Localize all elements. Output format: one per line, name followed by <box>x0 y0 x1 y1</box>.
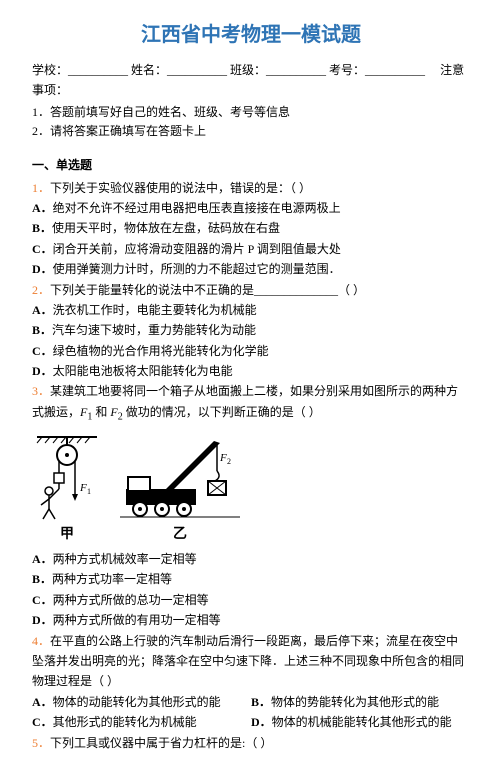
option-text: 两种方式功率一定相等 <box>52 572 172 586</box>
figure-jia: F1 甲 <box>32 431 102 547</box>
note-line: 1．答题前填写好自己的姓名、班级、考号等信息 <box>32 103 470 122</box>
option-text: 两种方式机械效率一定相等 <box>53 552 197 566</box>
figure-row: F1 甲 <box>32 431 470 547</box>
question: 1．下列关于实验仪器使用的说法中，错误的是：（ ） A．绝对不允许不经过用电器把… <box>32 178 470 280</box>
option-row: A．物体的动能转化为其他形式的能 B．物体的势能转化为其他形式的能 <box>32 692 470 712</box>
option-letter: D． <box>32 613 53 627</box>
name-field: 姓名：__________ <box>131 63 227 77</box>
option: D．太阳能电池板将太阳能转化为电能 <box>32 361 470 381</box>
option-letter: A． <box>32 303 53 317</box>
option: B．使用天平时，物体放在左盘，砝码放在右盘 <box>32 218 470 238</box>
option: A．绝对不允许不经过用电器把电压表直接接在电源两极上 <box>32 198 470 218</box>
option-letter: C． <box>32 344 53 358</box>
option-text: 洗衣机工作时，电能主要转化为机械能 <box>53 303 257 317</box>
option-letter: C． <box>32 242 53 256</box>
notes-block: 1．答题前填写好自己的姓名、班级、考号等信息 2．请将答案正确填写在答题卡上 <box>32 103 470 141</box>
option-text: 物体的动能转化为其他形式的能 <box>53 695 221 709</box>
note-line: 2．请将答案正确填写在答题卡上 <box>32 122 470 141</box>
question: 2．下列关于能量转化的说法中不正确的是______________（ ） A．洗… <box>32 280 470 382</box>
option-text: 闭合开关前，应将滑动变阻器的滑片 P 调到阻值最大处 <box>53 242 341 256</box>
option-letter: C． <box>32 593 53 607</box>
option-row: C．其他形式的能转化为机械能 D．物体的机械能能转化其他形式的能 <box>32 712 470 732</box>
option-letter: B． <box>32 323 52 337</box>
option-text: 太阳能电池板将太阳能转化为电能 <box>53 364 233 378</box>
id-field: 考号：__________ <box>329 63 425 77</box>
question-number: 5． <box>32 736 50 750</box>
option-text: 绝对不允许不经过用电器把电压表直接接在电源两极上 <box>53 201 341 215</box>
svg-text:2: 2 <box>227 457 231 466</box>
question-stem: 下列关于能量转化的说法中不正确的是______________（ ） <box>50 283 365 297</box>
option-text: 两种方式所做的总功一定相等 <box>53 593 209 607</box>
class-field: 班级：__________ <box>230 63 326 77</box>
option-letter: D． <box>32 262 53 276</box>
question-stem: 某建筑工地要将同一个箱子从地面搬上二楼，如果分别采用如图所示的两种方式搬运，F1… <box>32 384 458 418</box>
option-text: 物体的机械能能转化其他形式的能 <box>272 715 452 729</box>
option-text: 使用天平时，物体放在左盘，砝码放在右盘 <box>52 221 280 235</box>
option: B．汽车匀速下坡时，重力势能转化为动能 <box>32 320 470 340</box>
option: B．两种方式功率一定相等 <box>32 569 470 589</box>
option: C．两种方式所做的总功一定相等 <box>32 590 470 610</box>
option-letter: D． <box>251 715 272 729</box>
pulley-diagram-icon: F1 <box>32 431 102 521</box>
question-number: 1． <box>32 181 50 195</box>
question-number: 3． <box>32 384 50 398</box>
option: A．两种方式机械效率一定相等 <box>32 549 470 569</box>
figure-label: 甲 <box>32 523 102 547</box>
question-number: 2． <box>32 283 50 297</box>
option: D．物体的机械能能转化其他形式的能 <box>251 712 470 732</box>
question: 5．下列工具或仪器中属于省力杠杆的是:（ ） <box>32 733 470 753</box>
info-row: 学校：__________ 姓名：__________ 班级：_________… <box>32 60 470 101</box>
option-letter: A． <box>32 201 53 215</box>
figure-yi: F2 乙 <box>120 431 240 547</box>
option: B．物体的势能转化为其他形式的能 <box>251 692 470 712</box>
svg-text:F: F <box>79 482 87 494</box>
option: C．绿色植物的光合作用将光能转化为化学能 <box>32 341 470 361</box>
option: C．闭合开关前，应将滑动变阻器的滑片 P 调到阻值最大处 <box>32 239 470 259</box>
question-number: 4． <box>32 634 50 648</box>
option-letter: B． <box>251 695 271 709</box>
option: D．两种方式所做的有用功一定相等 <box>32 610 470 630</box>
question: 3．某建筑工地要将同一个箱子从地面搬上二楼，如果分别采用如图所示的两种方式搬运，… <box>32 381 470 630</box>
crane-diagram-icon: F2 <box>120 431 240 521</box>
option-letter: B． <box>32 221 52 235</box>
question-stem: 下列关于实验仪器使用的说法中，错误的是：（ ） <box>50 181 311 195</box>
section-heading: 一、单选题 <box>32 155 470 175</box>
option-text: 物体的势能转化为其他形式的能 <box>271 695 439 709</box>
option-text: 绿色植物的光合作用将光能转化为化学能 <box>53 344 269 358</box>
option: A．物体的动能转化为其他形式的能 <box>32 692 251 712</box>
question-stem: 在平直的公路上行驶的汽车制动后滑行一段距离，最后停下来；流星在夜空中坠落并发出明… <box>32 634 464 689</box>
svg-text:1: 1 <box>87 487 91 496</box>
question: 4．在平直的公路上行驶的汽车制动后滑行一段距离，最后停下来；流星在夜空中坠落并发… <box>32 631 470 733</box>
option-text: 汽车匀速下坡时，重力势能转化为动能 <box>52 323 256 337</box>
page-title: 江西省中考物理一模试题 <box>32 18 470 52</box>
option: A．洗衣机工作时，电能主要转化为机械能 <box>32 300 470 320</box>
option-text: 两种方式所做的有用功一定相等 <box>53 613 221 627</box>
option-text: 其他形式的能转化为机械能 <box>53 715 197 729</box>
option: D．使用弹簧测力计时，所测的力不能超过它的测量范围． <box>32 259 470 279</box>
svg-text:F: F <box>219 452 227 464</box>
question-stem: 下列工具或仪器中属于省力杠杆的是:（ ） <box>50 736 272 750</box>
school-field: 学校：__________ <box>32 63 128 77</box>
option-letter: B． <box>32 572 52 586</box>
figure-label: 乙 <box>120 523 240 547</box>
option: C．其他形式的能转化为机械能 <box>32 712 251 732</box>
option-letter: A． <box>32 552 53 566</box>
option-text: 使用弹簧测力计时，所测的力不能超过它的测量范围． <box>53 262 341 276</box>
option-letter: D． <box>32 364 53 378</box>
option-letter: C． <box>32 715 53 729</box>
option-letter: A． <box>32 695 53 709</box>
